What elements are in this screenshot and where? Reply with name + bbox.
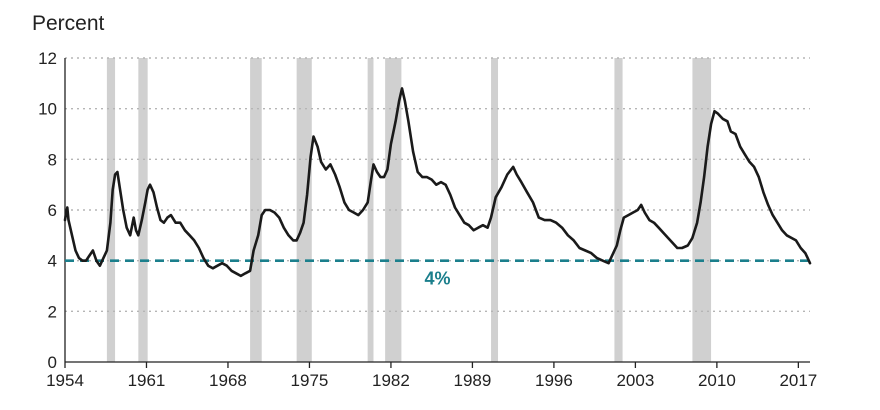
x-tick-label: 2010 — [698, 371, 736, 390]
axes — [64, 58, 810, 368]
x-tick-label: 1996 — [535, 371, 573, 390]
unemployment-rate-line — [63, 87, 812, 278]
y-tick-label: 12 — [38, 49, 57, 68]
series-group — [63, 87, 812, 278]
y-tick-label: 8 — [48, 150, 57, 169]
x-tick-label: 2003 — [616, 371, 654, 390]
gridlines — [65, 57, 810, 313]
x-tick-label: 1968 — [209, 371, 247, 390]
x-tick-label: 2017 — [779, 371, 817, 390]
recession-band — [250, 58, 262, 362]
recession-band — [385, 58, 402, 362]
y-tick-label: 4 — [48, 252, 57, 271]
y-tick-label: 10 — [38, 100, 57, 119]
x-tick-label: 1961 — [128, 371, 166, 390]
x-tick-label: 1975 — [291, 371, 329, 390]
x-tick-label: 1989 — [454, 371, 492, 390]
y-tick-label: 6 — [48, 201, 57, 220]
x-tick-label: 1982 — [372, 371, 410, 390]
reference-line-label: 4% — [424, 269, 450, 289]
tick-labels: 0 2 4 6 8 10 12 1954 1961 1968 1975 1982 1989 1996 200… — [38, 49, 817, 390]
y-tick-label: 0 — [48, 353, 57, 372]
x-tick-label: 1954 — [46, 371, 84, 390]
y-axis-title: Percent — [32, 12, 105, 35]
recession-band — [367, 58, 374, 362]
y-tick-label: 2 — [48, 302, 57, 321]
recession-band — [491, 58, 499, 362]
